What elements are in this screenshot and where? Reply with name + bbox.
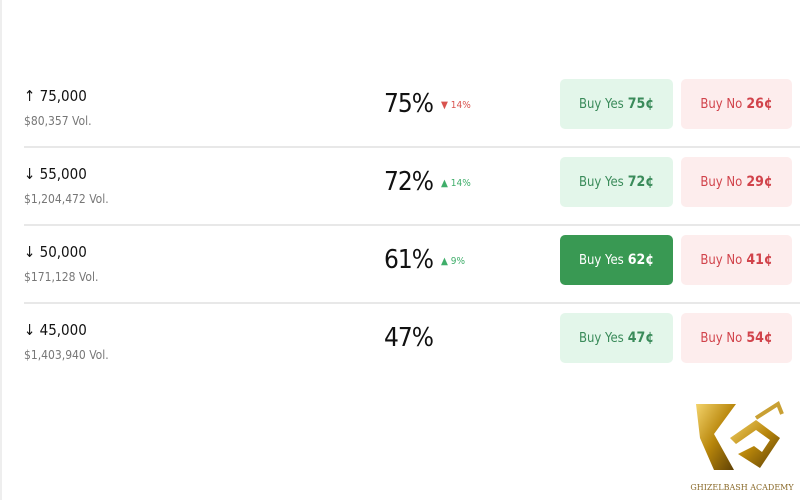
direction-arrow-icon: ↓ xyxy=(24,321,36,339)
volume: $80,357 Vol. xyxy=(24,114,92,128)
change-indicator: ▼ 14% xyxy=(441,100,471,111)
chance-percent: 47% xyxy=(384,323,434,353)
strike-label: ↓ 45,000 xyxy=(24,321,87,339)
buy-no-button[interactable]: Buy No 29¢ xyxy=(681,157,792,207)
direction-arrow-icon: ↓ xyxy=(24,243,36,261)
buy-yes-button[interactable]: Buy Yes 47¢ xyxy=(560,313,673,363)
direction-arrow-icon: ↑ xyxy=(24,87,36,105)
market-row[interactable]: ↓ 55,000 $1,204,472 Vol. 72% ▲ 14% Buy Y… xyxy=(24,148,800,226)
market-row[interactable]: ↑ 75,000 $80,357 Vol. 75% ▼ 14% Buy Yes 7… xyxy=(24,70,800,148)
buy-no-button[interactable]: Buy No 41¢ xyxy=(681,235,792,285)
direction-arrow-icon: ↓ xyxy=(24,165,36,183)
buy-yes-button[interactable]: Buy Yes 62¢ xyxy=(560,235,673,285)
buy-yes-button[interactable]: Buy Yes 72¢ xyxy=(560,157,673,207)
volume: $1,403,940 Vol. xyxy=(24,348,109,362)
market-row[interactable]: ↓ 50,000 $171,128 Vol. 61% ▲ 9% Buy Yes 6… xyxy=(24,226,800,304)
change-indicator: ▲ 14% xyxy=(441,178,471,189)
buy-no-button[interactable]: Buy No 54¢ xyxy=(681,313,792,363)
volume: $1,204,472 Vol. xyxy=(24,192,109,206)
volume: $171,128 Vol. xyxy=(24,270,99,284)
row-divider xyxy=(24,302,800,304)
strike-label: ↓ 55,000 xyxy=(24,165,87,183)
strike-label: ↑ 75,000 xyxy=(24,87,87,105)
row-divider xyxy=(24,224,800,226)
chance-percent: 61% xyxy=(384,245,434,275)
svg-text:GHIZELBASH ACADEMY: GHIZELBASH ACADEMY xyxy=(690,483,794,492)
row-divider xyxy=(24,146,800,148)
ghizelbash-academy-logo: GHIZELBASH ACADEMY xyxy=(690,398,794,496)
chance-percent: 72% xyxy=(384,167,434,197)
market-row[interactable]: ↓ 45,000 $1,403,940 Vol. 47% Buy Yes 47¢ … xyxy=(24,304,800,382)
strike-label: ↓ 50,000 xyxy=(24,243,87,261)
chance-percent: 75% xyxy=(384,89,434,119)
buy-no-button[interactable]: Buy No 26¢ xyxy=(681,79,792,129)
change-indicator: ▲ 9% xyxy=(441,256,466,267)
buy-yes-button[interactable]: Buy Yes 75¢ xyxy=(560,79,673,129)
